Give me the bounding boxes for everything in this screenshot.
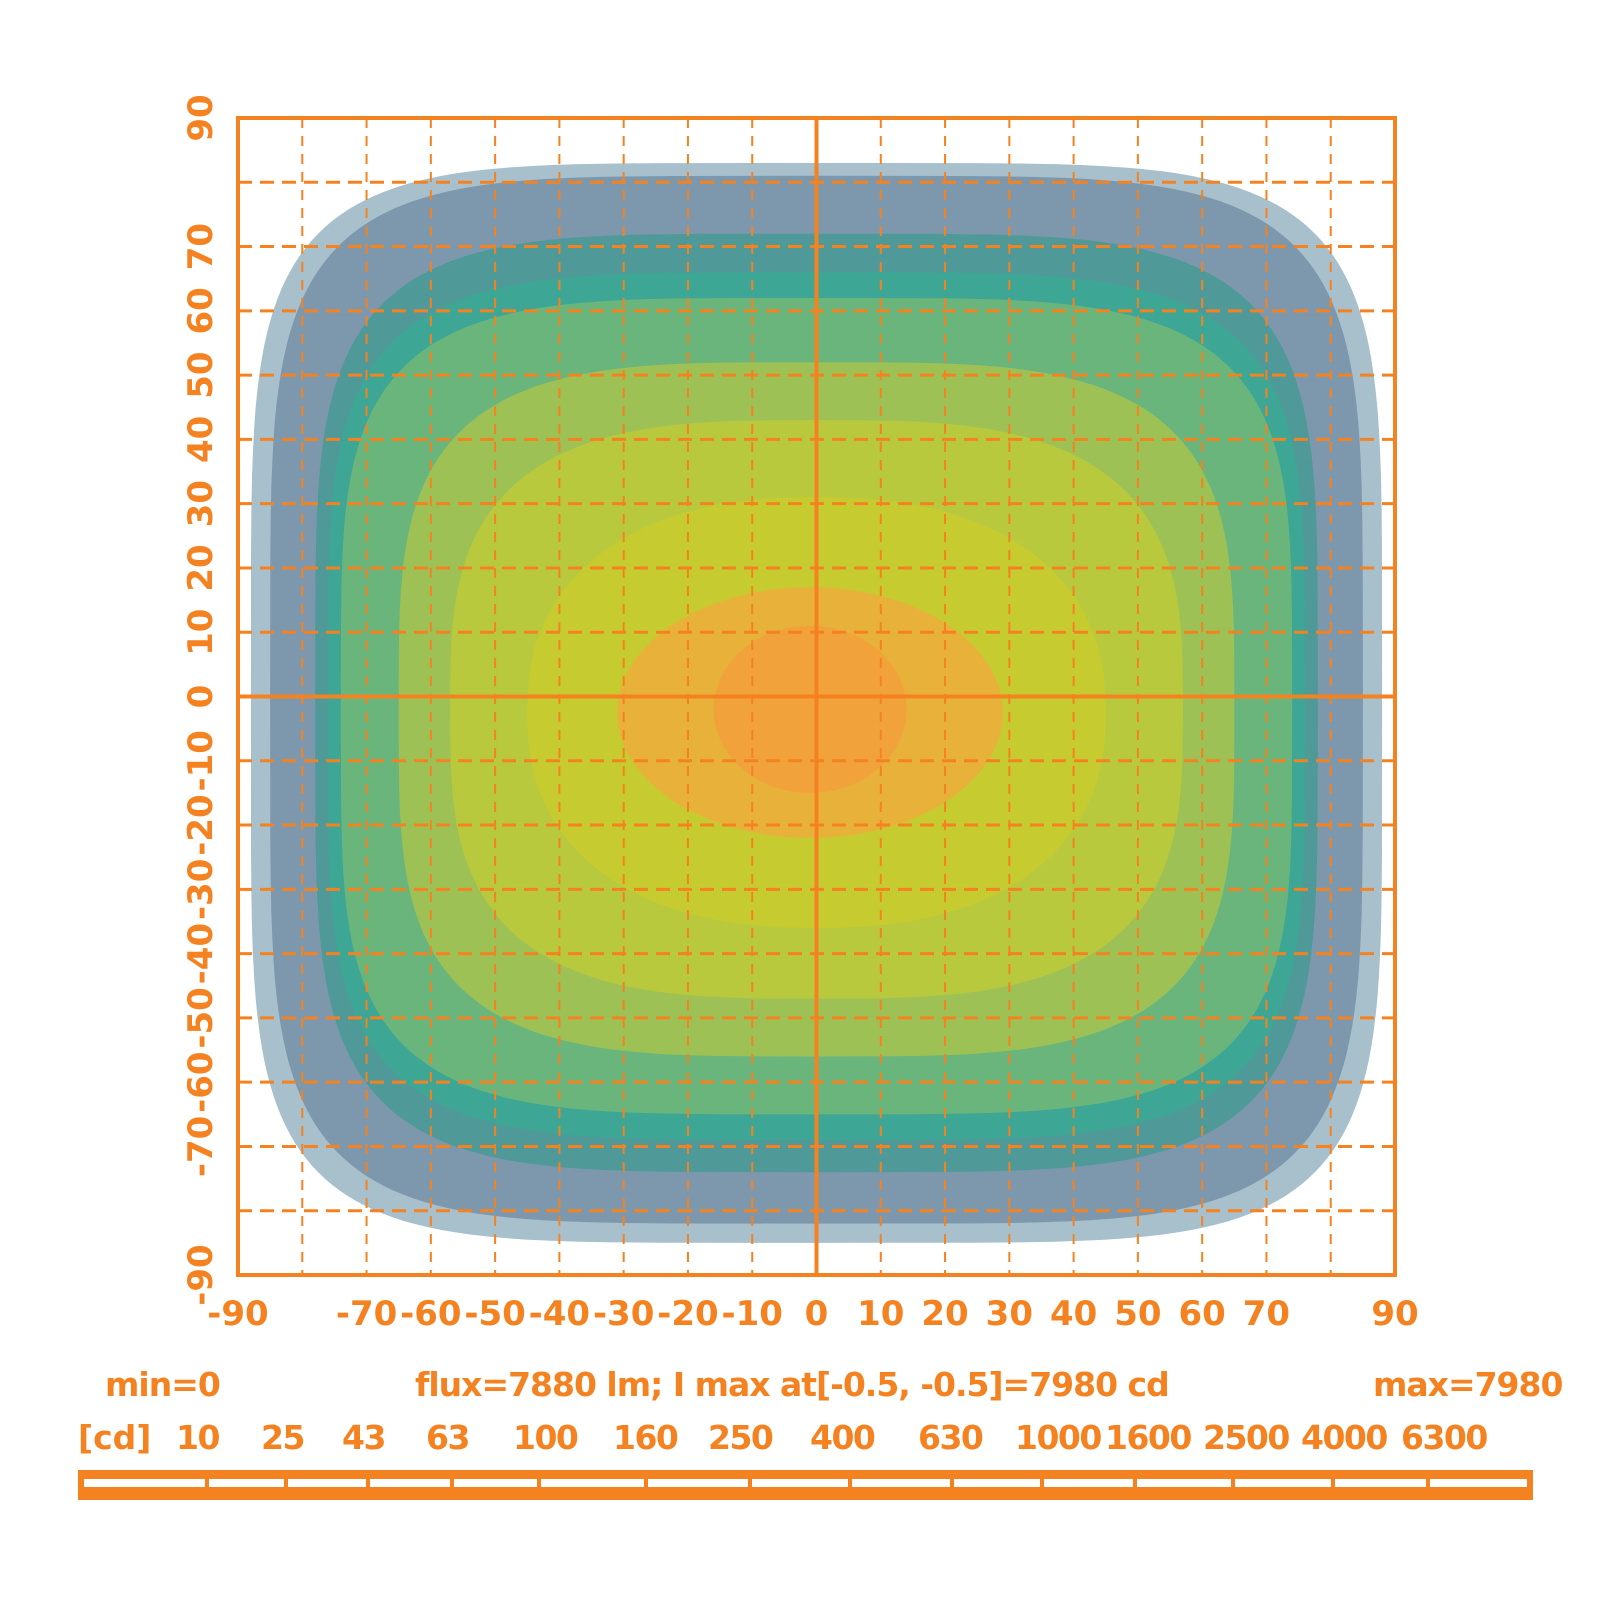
flux-info-label: flux=7880 lm; I max at[-0.5, -0.5]=7980 … xyxy=(415,1365,1170,1404)
scale-separator xyxy=(1231,1470,1235,1500)
x-tick-label: -20 xyxy=(657,1294,718,1330)
plot-frame xyxy=(236,116,1397,1277)
y-tick-label: 70 xyxy=(181,223,221,270)
y-tick-label: -40 xyxy=(181,923,221,984)
scale-bar xyxy=(78,1470,1533,1500)
scale-value-label: 100 xyxy=(513,1418,579,1457)
y-tick-label: 90 xyxy=(181,94,221,141)
scale-separator xyxy=(366,1470,370,1500)
y-tick-label: 0 xyxy=(181,685,221,709)
scale-value-label: 250 xyxy=(708,1418,774,1457)
scale-separator xyxy=(1331,1470,1335,1500)
scale-value-label: 1600 xyxy=(1105,1418,1192,1457)
x-tick-label: 40 xyxy=(1050,1294,1097,1330)
y-tick-label: -30 xyxy=(181,859,221,920)
min-label: min=0 xyxy=(105,1365,221,1404)
isocandela-chart: -90 -70 -60 -50 -40 -30 -20 -10 0 10 20 30 40 50 60 70 9… xyxy=(181,94,1419,1330)
y-tick-label: 50 xyxy=(181,351,221,398)
x-tick-label: 90 xyxy=(1371,1294,1418,1330)
x-tick-label: 70 xyxy=(1243,1294,1290,1330)
scale-separator xyxy=(205,1470,209,1500)
y-tick-label: -70 xyxy=(181,1116,221,1177)
y-tick-label: 20 xyxy=(181,544,221,591)
max-label: max=7980 xyxy=(1373,1365,1563,1404)
scale-separator xyxy=(950,1470,954,1500)
x-tick-label: 50 xyxy=(1114,1294,1161,1330)
scale-separator xyxy=(1426,1470,1430,1500)
y-tick-label: -20 xyxy=(181,794,221,855)
y-axis-ticks: -90 -70-60-50-40-30-20-10 0 10 20 30 40 50 60 70 9… xyxy=(181,94,221,1305)
x-axis-ticks: -90 -70 -60 -50 -40 -30 -20 -10 0 10 20 30 40 50 60 70 9… xyxy=(207,1294,1418,1330)
y-tick-label: 10 xyxy=(181,609,221,656)
y-tick-label: -60 xyxy=(181,1051,221,1112)
x-tick-label: 30 xyxy=(986,1294,1033,1330)
scale-value-label: 6300 xyxy=(1401,1418,1488,1457)
scale-separator xyxy=(284,1470,288,1500)
y-tick-label: -10 xyxy=(181,730,221,791)
color-scale: [cd] 10 25 43 63 100 160 250 400 630 1000 1600 2500… xyxy=(78,1418,1533,1508)
scale-value-label: 160 xyxy=(613,1418,679,1457)
x-tick-label: 10 xyxy=(857,1294,904,1330)
unit-label: [cd] xyxy=(78,1418,152,1457)
x-tick-label: -60 xyxy=(400,1294,461,1330)
scale-value-label: 63 xyxy=(426,1418,470,1457)
scale-value-label: 4000 xyxy=(1301,1418,1388,1457)
scale-value-label: 1000 xyxy=(1015,1418,1102,1457)
x-tick-label: -90 xyxy=(207,1294,268,1330)
scale-separator xyxy=(644,1470,648,1500)
scale-separator xyxy=(450,1470,454,1500)
contour-6300 xyxy=(713,625,907,793)
scale-value-label: 400 xyxy=(810,1418,876,1457)
x-tick-label: -50 xyxy=(464,1294,525,1330)
scale-separator xyxy=(748,1470,752,1500)
x-tick-label: 60 xyxy=(1179,1294,1226,1330)
scale-separator xyxy=(1040,1470,1044,1500)
scale-value-label: 25 xyxy=(261,1418,305,1457)
x-tick-label: -40 xyxy=(529,1294,590,1330)
y-tick-label: -50 xyxy=(181,987,221,1048)
x-tick-label: -70 xyxy=(336,1294,397,1330)
y-tick-label: 40 xyxy=(181,416,221,463)
y-tick-label: 30 xyxy=(181,480,221,527)
scale-separator xyxy=(537,1470,541,1500)
scale-separator xyxy=(1133,1470,1137,1500)
x-tick-label: -10 xyxy=(722,1294,783,1330)
y-tick-label: -90 xyxy=(181,1244,221,1305)
x-tick-label: 0 xyxy=(805,1294,829,1330)
scale-value-label: 630 xyxy=(918,1418,984,1457)
x-tick-label: 20 xyxy=(921,1294,968,1330)
grid-layer xyxy=(236,116,1397,1277)
scale-value-label: 2500 xyxy=(1203,1418,1290,1457)
y-tick-label: 60 xyxy=(181,287,221,334)
x-tick-label: -30 xyxy=(593,1294,654,1330)
scale-value-label: 43 xyxy=(342,1418,386,1457)
scale-separator xyxy=(848,1470,852,1500)
scale-value-label: 10 xyxy=(176,1418,220,1457)
